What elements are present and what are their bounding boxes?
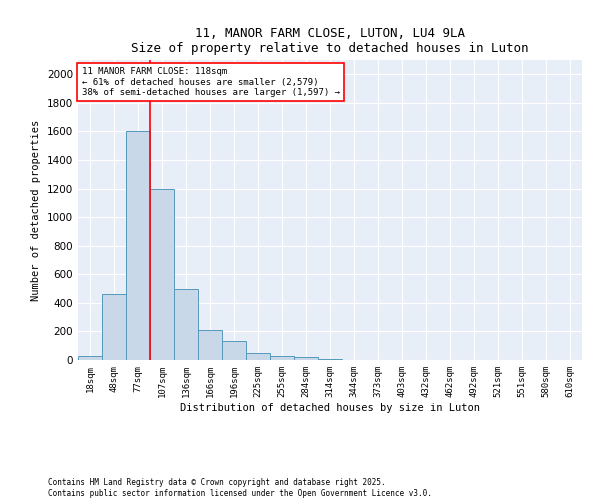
Bar <box>198 330 222 360</box>
X-axis label: Distribution of detached houses by size in Luton: Distribution of detached houses by size … <box>180 402 480 412</box>
Bar <box>294 357 318 360</box>
Text: Contains HM Land Registry data © Crown copyright and database right 2025.
Contai: Contains HM Land Registry data © Crown c… <box>48 478 432 498</box>
Bar <box>222 342 246 360</box>
Bar <box>246 353 270 360</box>
Bar <box>78 356 102 360</box>
Bar <box>102 294 126 360</box>
Bar <box>126 132 150 360</box>
Y-axis label: Number of detached properties: Number of detached properties <box>31 120 41 300</box>
Bar <box>174 288 198 360</box>
Title: 11, MANOR FARM CLOSE, LUTON, LU4 9LA
Size of property relative to detached house: 11, MANOR FARM CLOSE, LUTON, LU4 9LA Siz… <box>131 26 529 54</box>
Bar <box>150 188 174 360</box>
Bar <box>318 358 342 360</box>
Text: 11 MANOR FARM CLOSE: 118sqm
← 61% of detached houses are smaller (2,579)
38% of : 11 MANOR FARM CLOSE: 118sqm ← 61% of det… <box>82 67 340 97</box>
Bar <box>270 356 294 360</box>
